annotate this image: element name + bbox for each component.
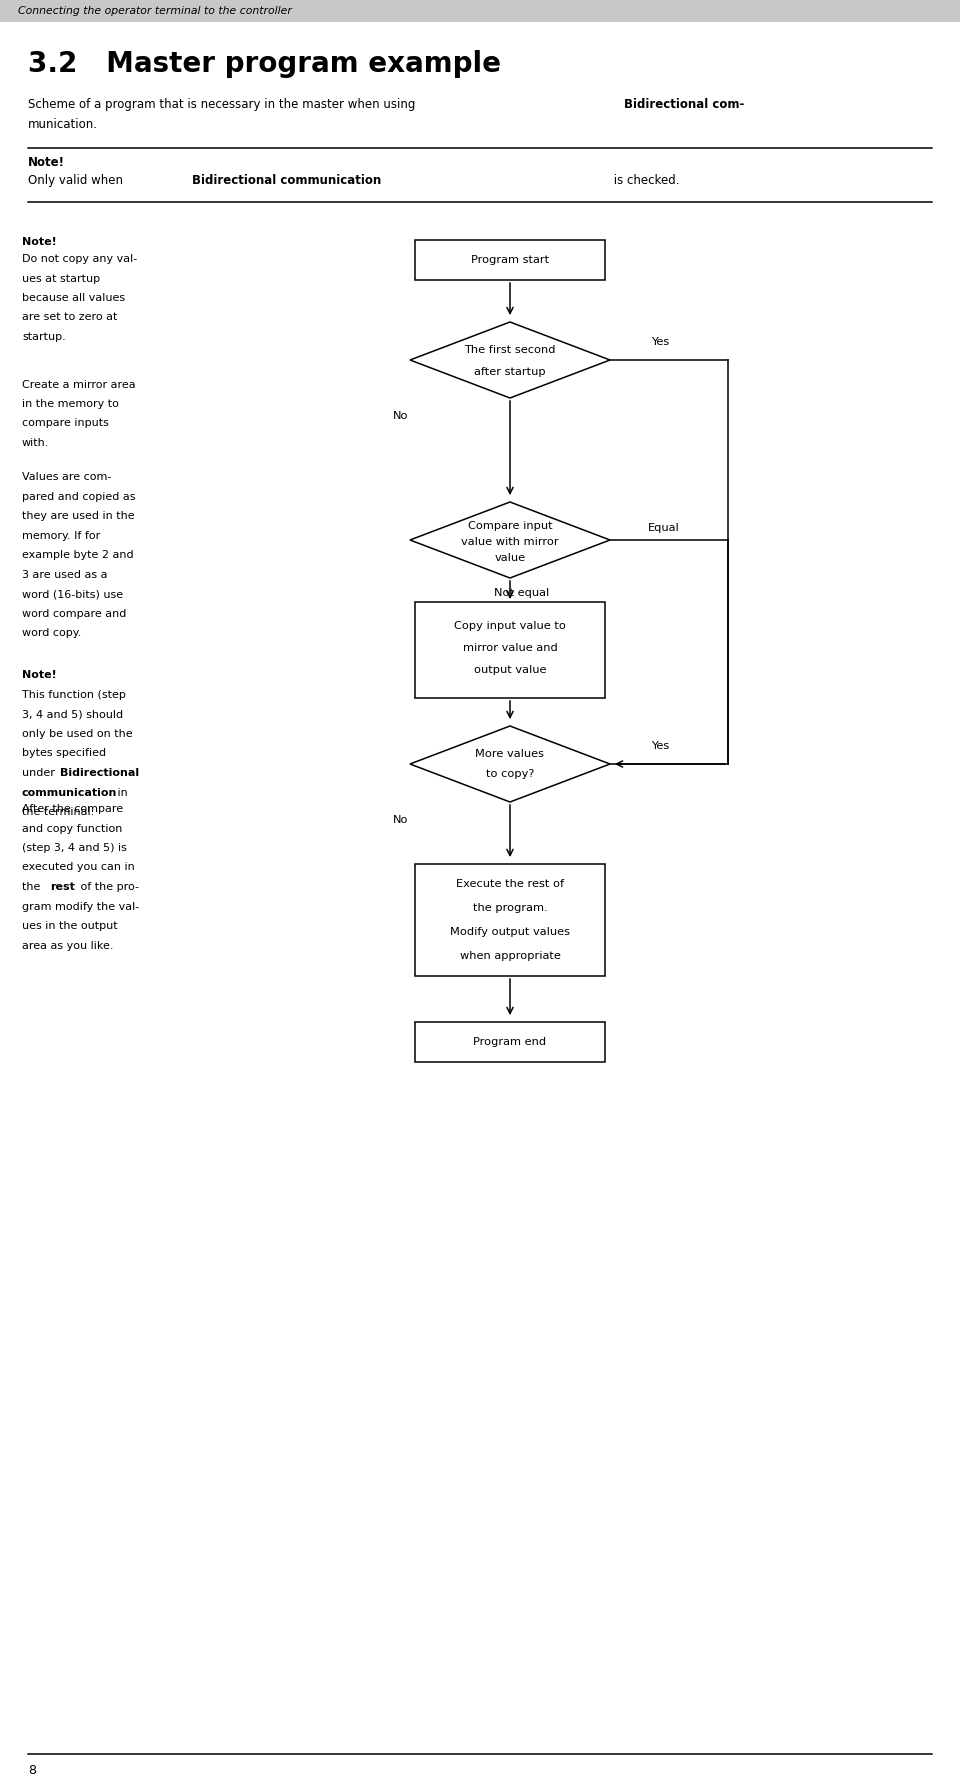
Text: is checked.: is checked. <box>610 174 680 186</box>
Text: because all values: because all values <box>22 294 125 303</box>
Text: when appropriate: when appropriate <box>460 952 561 961</box>
Text: Not equal: Not equal <box>494 588 550 599</box>
Text: in: in <box>114 787 128 797</box>
FancyBboxPatch shape <box>415 864 605 977</box>
Text: 3.2   Master program example: 3.2 Master program example <box>28 50 501 79</box>
Text: Note!: Note! <box>22 237 57 247</box>
Text: Modify output values: Modify output values <box>450 926 570 937</box>
Text: and copy function: and copy function <box>22 824 122 833</box>
Text: area as you like.: area as you like. <box>22 941 113 950</box>
Text: Bidirectional communication: Bidirectional communication <box>192 174 381 186</box>
Text: 8: 8 <box>28 1763 36 1776</box>
Polygon shape <box>410 502 610 579</box>
Text: to copy?: to copy? <box>486 769 534 780</box>
Text: After the compare: After the compare <box>22 805 123 814</box>
Text: Program start: Program start <box>471 254 549 265</box>
Text: More values: More values <box>475 749 544 760</box>
Text: Note!: Note! <box>28 156 65 168</box>
FancyBboxPatch shape <box>415 240 605 280</box>
Text: Equal: Equal <box>648 523 680 532</box>
FancyBboxPatch shape <box>415 1021 605 1063</box>
Text: No: No <box>393 815 408 824</box>
Text: Note!: Note! <box>22 670 57 679</box>
Text: gram modify the val-: gram modify the val- <box>22 901 139 912</box>
Text: The first second: The first second <box>465 346 556 355</box>
Text: after startup: after startup <box>474 367 546 376</box>
Text: example byte 2 and: example byte 2 and <box>22 550 133 559</box>
Text: mirror value and: mirror value and <box>463 643 558 652</box>
Text: memory. If for: memory. If for <box>22 530 100 541</box>
Text: ues at startup: ues at startup <box>22 274 100 283</box>
Text: 3, 4 and 5) should: 3, 4 and 5) should <box>22 710 123 720</box>
Text: Copy input value to: Copy input value to <box>454 622 566 631</box>
Text: the: the <box>22 882 44 892</box>
Text: munication.: munication. <box>28 118 98 131</box>
Text: they are used in the: they are used in the <box>22 511 134 521</box>
Polygon shape <box>410 726 610 803</box>
Text: compare inputs: compare inputs <box>22 419 108 428</box>
Text: are set to zero at: are set to zero at <box>22 312 117 323</box>
Text: under: under <box>22 769 59 778</box>
Text: communication: communication <box>22 787 117 797</box>
Text: Yes: Yes <box>651 337 669 348</box>
Text: Scheme of a program that is necessary in the master when using: Scheme of a program that is necessary in… <box>28 97 420 111</box>
Polygon shape <box>410 323 610 398</box>
Text: Only valid when: Only valid when <box>28 174 127 186</box>
Text: word copy.: word copy. <box>22 627 82 638</box>
Text: This function (step: This function (step <box>22 690 126 701</box>
Text: Execute the rest of: Execute the rest of <box>456 880 564 889</box>
Text: rest: rest <box>50 882 75 892</box>
Text: value: value <box>494 554 525 563</box>
Text: word (16-bits) use: word (16-bits) use <box>22 590 123 599</box>
Text: in the memory to: in the memory to <box>22 400 119 409</box>
Text: (step 3, 4 and 5) is: (step 3, 4 and 5) is <box>22 842 127 853</box>
Text: startup.: startup. <box>22 332 65 342</box>
Text: only be used on the: only be used on the <box>22 729 132 738</box>
Text: Program end: Program end <box>473 1038 546 1047</box>
FancyBboxPatch shape <box>0 0 960 22</box>
Text: output value: output value <box>473 665 546 676</box>
Text: the terminal.: the terminal. <box>22 806 94 817</box>
Text: Do not copy any val-: Do not copy any val- <box>22 254 137 263</box>
Text: Compare input: Compare input <box>468 521 552 530</box>
Text: Bidirectional: Bidirectional <box>60 769 139 778</box>
Text: ues in the output: ues in the output <box>22 921 118 932</box>
Text: the program.: the program. <box>472 903 547 912</box>
Text: executed you can in: executed you can in <box>22 862 134 873</box>
Text: Yes: Yes <box>651 742 669 751</box>
Text: Bidirectional com-: Bidirectional com- <box>624 97 744 111</box>
Text: of the pro-: of the pro- <box>77 882 139 892</box>
Text: pared and copied as: pared and copied as <box>22 491 135 502</box>
FancyBboxPatch shape <box>415 602 605 699</box>
Text: Values are com-: Values are com- <box>22 471 111 482</box>
Text: Create a mirror area: Create a mirror area <box>22 380 135 389</box>
Text: No: No <box>393 410 408 421</box>
Text: with.: with. <box>22 437 49 448</box>
Text: bytes specified: bytes specified <box>22 749 107 758</box>
Text: 3 are used as a: 3 are used as a <box>22 570 108 579</box>
Text: Connecting the operator terminal to the controller: Connecting the operator terminal to the … <box>18 5 292 16</box>
Text: word compare and: word compare and <box>22 609 127 618</box>
Text: value with mirror: value with mirror <box>461 538 559 547</box>
